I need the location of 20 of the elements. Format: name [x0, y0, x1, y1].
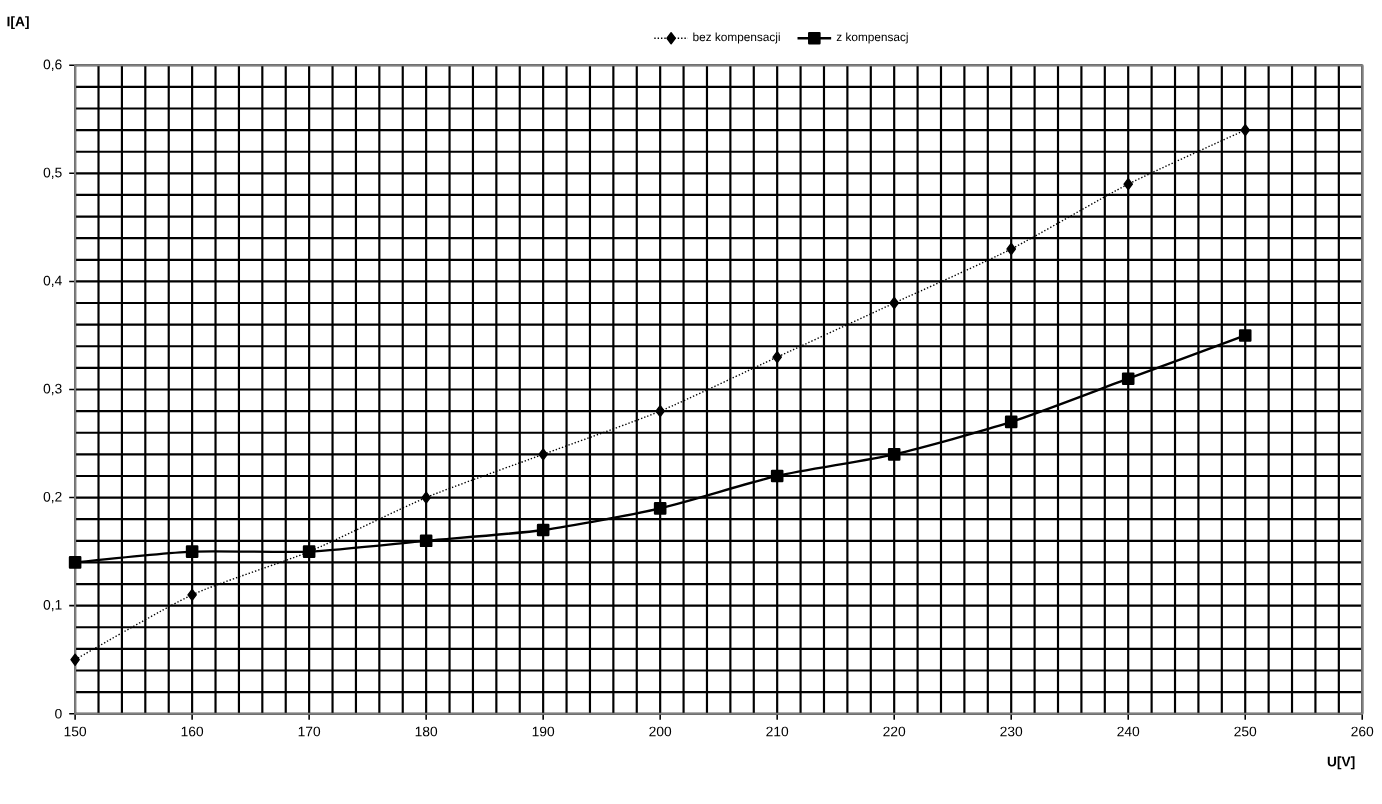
point: [70, 653, 80, 666]
point: [421, 491, 431, 504]
point: [68, 555, 82, 569]
point: [655, 404, 665, 417]
point: [1006, 242, 1017, 255]
point: [889, 296, 900, 309]
point: [1004, 415, 1018, 428]
point: [536, 523, 550, 536]
point: [770, 469, 784, 482]
point: [772, 350, 783, 363]
point: [1240, 123, 1251, 136]
point: [1121, 372, 1135, 385]
point: [419, 534, 433, 547]
point: [1238, 328, 1252, 342]
point: [187, 588, 197, 601]
point: [538, 447, 548, 461]
point: [653, 501, 667, 515]
point: [1123, 177, 1134, 190]
point: [887, 447, 901, 461]
point: [185, 544, 199, 558]
